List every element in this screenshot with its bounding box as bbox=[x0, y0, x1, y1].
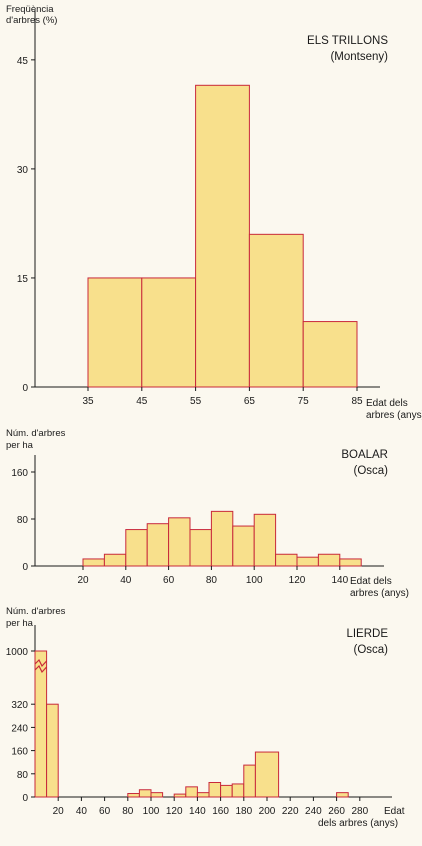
y-axis-label: Núm. d'arbres bbox=[6, 428, 66, 439]
x-tick-label: 120 bbox=[166, 806, 183, 817]
bar bbox=[168, 517, 191, 567]
y-tick-label: 80 bbox=[17, 770, 29, 781]
x-axis-label: Edat dels bbox=[350, 576, 392, 587]
bar bbox=[150, 792, 164, 798]
x-axis-label: Edat dels bbox=[366, 398, 408, 409]
bar bbox=[254, 751, 280, 798]
y-tick-label: 0 bbox=[22, 793, 28, 804]
x-tick-label: 40 bbox=[76, 806, 88, 817]
y-axis-label: per ha bbox=[6, 440, 34, 451]
x-tick-label: 240 bbox=[305, 806, 322, 817]
chart-subtitle: (Osca) bbox=[354, 465, 389, 477]
x-tick-label: 55 bbox=[190, 396, 202, 407]
x-tick-label: 220 bbox=[282, 806, 299, 817]
y-tick-label: 45 bbox=[17, 56, 29, 67]
bar bbox=[210, 510, 234, 567]
chart-title: ELS TRILLONS bbox=[307, 35, 388, 47]
y-tick-label: 320 bbox=[11, 700, 28, 711]
x-axis-label: arbres (anys) bbox=[366, 410, 422, 421]
bar bbox=[232, 525, 255, 567]
bar bbox=[317, 553, 341, 567]
y-tick-label: 160 bbox=[11, 747, 28, 758]
bar bbox=[296, 556, 319, 567]
bar bbox=[208, 782, 222, 798]
x-tick-label: 85 bbox=[351, 396, 363, 407]
bar bbox=[196, 792, 210, 798]
x-tick-label: 20 bbox=[77, 575, 89, 586]
x-tick-label: 180 bbox=[235, 806, 252, 817]
bar bbox=[253, 513, 277, 567]
y-tick-label: 30 bbox=[17, 165, 29, 176]
x-axis-label: arbres (anys) bbox=[350, 588, 409, 599]
x-axis-label: Edat bbox=[384, 806, 405, 817]
bar bbox=[275, 553, 298, 567]
y-tick-label: 1000 bbox=[6, 647, 29, 658]
y-axis-label: Freqüència bbox=[6, 4, 54, 15]
x-tick-label: 35 bbox=[82, 396, 94, 407]
bar bbox=[339, 558, 362, 567]
bar bbox=[87, 277, 143, 388]
y-tick-label: 0 bbox=[22, 562, 28, 573]
bar bbox=[82, 558, 105, 567]
x-tick-label: 20 bbox=[53, 806, 65, 817]
chart-title: BOALAR bbox=[341, 449, 388, 461]
chart-title: LIERDE bbox=[346, 628, 388, 640]
x-tick-label: 280 bbox=[351, 806, 368, 817]
axis-break-mark bbox=[34, 658, 48, 668]
bar bbox=[103, 553, 127, 567]
x-tick-label: 40 bbox=[120, 575, 132, 586]
bar bbox=[34, 650, 48, 798]
bar bbox=[248, 233, 304, 388]
y-axis-label: d'arbres (%) bbox=[6, 15, 57, 26]
bar bbox=[243, 764, 256, 798]
bar bbox=[302, 321, 358, 388]
bar bbox=[125, 529, 148, 567]
y-axis-label: Núm. d'arbres bbox=[6, 606, 66, 617]
x-tick-label: 200 bbox=[259, 806, 276, 817]
bar bbox=[336, 792, 349, 798]
y-tick-label: 0 bbox=[22, 383, 28, 394]
bar bbox=[195, 84, 250, 388]
x-tick-label: 45 bbox=[136, 396, 148, 407]
bar bbox=[141, 277, 197, 388]
y-axis-label: per ha bbox=[6, 618, 34, 629]
bar bbox=[189, 529, 212, 567]
x-tick-label: 75 bbox=[298, 396, 310, 407]
x-tick-label: 140 bbox=[331, 575, 348, 586]
y-tick-label: 15 bbox=[17, 274, 29, 285]
y-tick-label: 160 bbox=[11, 468, 28, 479]
x-tick-label: 120 bbox=[289, 575, 306, 586]
x-tick-label: 60 bbox=[163, 575, 175, 586]
bar bbox=[46, 703, 59, 798]
x-tick-label: 140 bbox=[189, 806, 206, 817]
chart-subtitle: (Osca) bbox=[354, 644, 389, 656]
x-tick-label: 80 bbox=[206, 575, 218, 586]
x-tick-label: 80 bbox=[122, 806, 134, 817]
x-tick-label: 60 bbox=[99, 806, 111, 817]
axis-break-mark bbox=[34, 664, 48, 674]
x-tick-label: 160 bbox=[212, 806, 229, 817]
chart-subtitle: (Montseny) bbox=[330, 51, 388, 63]
bar bbox=[220, 784, 233, 798]
bar bbox=[231, 783, 245, 798]
bar bbox=[185, 786, 198, 798]
bar bbox=[127, 793, 140, 798]
bar bbox=[146, 523, 170, 567]
x-tick-label: 100 bbox=[143, 806, 160, 817]
bar bbox=[138, 789, 152, 798]
x-axis-label: dels arbres (anys) bbox=[318, 818, 398, 829]
x-tick-label: 260 bbox=[328, 806, 345, 817]
y-tick-label: 240 bbox=[11, 723, 28, 734]
x-tick-label: 100 bbox=[246, 575, 263, 586]
y-tick-label: 80 bbox=[17, 515, 29, 526]
bar bbox=[173, 793, 187, 798]
x-tick-label: 65 bbox=[244, 396, 256, 407]
